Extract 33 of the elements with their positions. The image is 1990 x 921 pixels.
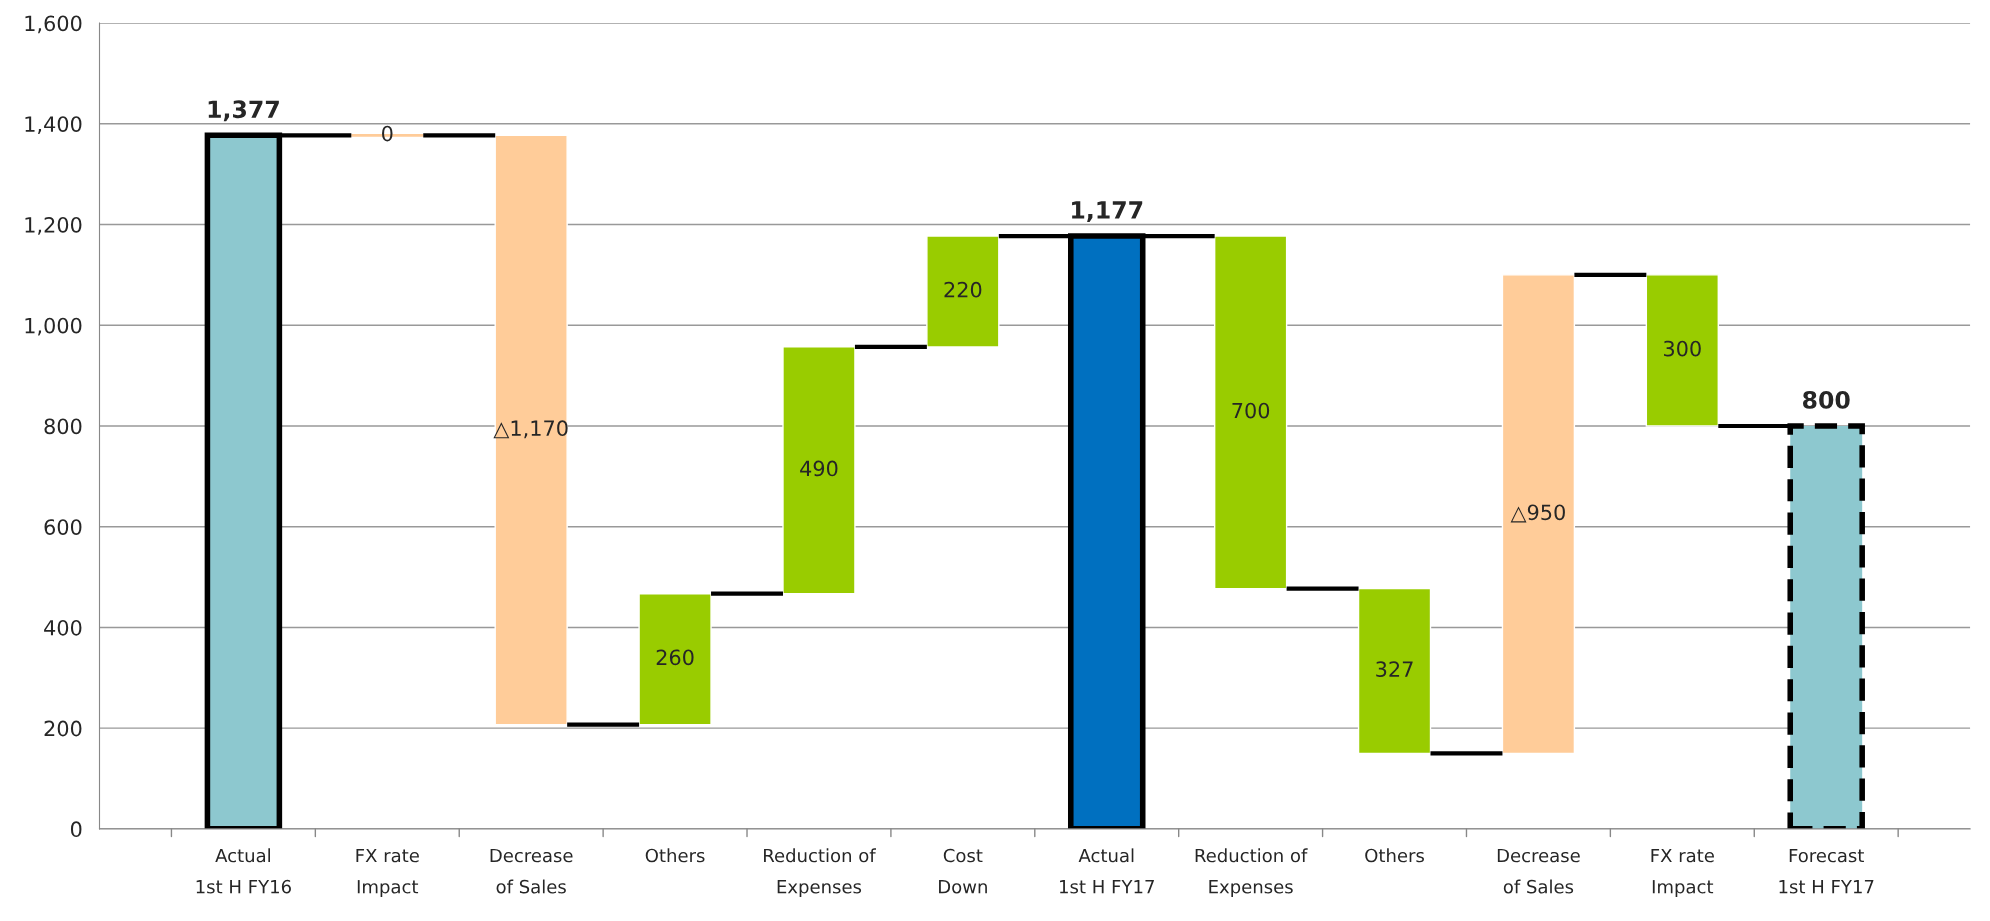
y-tick-label: 800 [44, 418, 82, 435]
data-label: 1,377 [208, 100, 279, 122]
y-tick-label: 1,000 [25, 317, 82, 336]
data-label: 260 [656, 649, 694, 666]
y-tick-label: 1,200 [25, 216, 82, 235]
y-tick-label: 1,600 [25, 15, 82, 34]
data-label: 327 [1376, 661, 1413, 678]
data-label: 800 [1803, 390, 1850, 409]
x-tick-label: Actual 1st H FY17 [1060, 848, 1154, 894]
y-tick-label: 400 [44, 619, 82, 636]
y-tick-label: 600 [44, 519, 82, 535]
data-label: 700 [1232, 402, 1270, 419]
x-tick-label: Others [645, 848, 705, 863]
x-tick-label: Reduction of Expenses [1195, 848, 1308, 898]
data-label: 220 [944, 281, 982, 298]
x-tick-label: Reduction of Expenses [764, 848, 877, 898]
data-label: 1,177 [1072, 201, 1143, 222]
x-tick-label: Decrease of Sales [1497, 848, 1580, 894]
x-tick-label: Actual 1st H FY16 [196, 848, 291, 894]
data-label: 490 [800, 460, 838, 477]
y-tick-label: 1,400 [25, 116, 82, 135]
x-tick-label: Forecast 1st H FY17 [1779, 848, 1874, 894]
x-tick-label: Cost Down [939, 848, 987, 894]
y-tick-label: 0 [70, 821, 82, 838]
data-label: 300 [1664, 340, 1701, 357]
data-label: 0 [382, 125, 393, 142]
x-tick-label: Others [1365, 848, 1424, 863]
data-label: △1,170 [493, 420, 568, 439]
x-tick-label: Decrease of Sales [490, 848, 573, 894]
x-tick-label: FX rate Impact [1651, 848, 1714, 898]
y-tick-label: 200 [44, 720, 82, 737]
x-tick-label: FX rate Impact [356, 848, 419, 898]
data-label: △950 [1510, 504, 1565, 523]
